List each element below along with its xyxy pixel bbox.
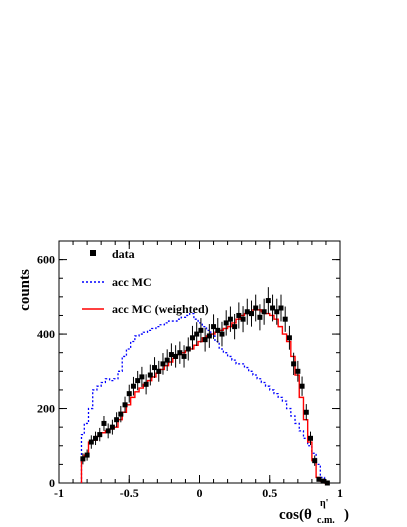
y-tick-label: 200: [37, 402, 55, 416]
legend-label-acc-mc: acc MC: [112, 275, 152, 289]
data-point: [122, 402, 128, 408]
data-point: [253, 305, 259, 311]
data-point: [236, 312, 242, 318]
data-point: [202, 337, 208, 343]
x-tick-label: 1: [337, 486, 343, 500]
acc-mc-weighted-series: [80, 309, 329, 484]
data-point: [240, 316, 246, 322]
data-point: [244, 309, 250, 315]
legend: data acc MC acc MC (weighted): [82, 247, 209, 316]
x-tick-label: -0.5: [120, 486, 139, 500]
data-point: [126, 391, 132, 397]
data-point: [257, 314, 263, 320]
data-point: [215, 327, 221, 333]
legend-marker-data: [90, 250, 96, 256]
x-axis-title-superscript: η': [320, 498, 329, 509]
data-point: [291, 361, 297, 367]
y-tick-label: 0: [49, 476, 55, 490]
data-point: [261, 309, 267, 315]
data-point: [307, 435, 313, 441]
data-point: [109, 424, 115, 430]
data-point: [101, 420, 107, 426]
data-point: [105, 428, 111, 434]
acc-mc-histogram-line: [80, 312, 330, 483]
x-tick-label: -1: [54, 486, 64, 500]
data-point: [185, 346, 191, 352]
data-point: [156, 368, 162, 374]
data-point: [198, 327, 204, 333]
data-point: [130, 383, 136, 389]
data-point: [160, 361, 166, 367]
acc-mc-series: [80, 312, 330, 483]
x-tick-label: 0: [197, 486, 203, 500]
data-point: [189, 335, 195, 341]
y-tick-label: 600: [37, 253, 55, 267]
data-point: [194, 331, 200, 337]
data-point: [88, 439, 94, 445]
data-point: [248, 311, 254, 317]
data-point: [84, 452, 90, 458]
data-point: [147, 372, 153, 378]
data-point: [135, 378, 141, 384]
data-point: [211, 324, 217, 330]
data-point: [303, 409, 309, 415]
x-axis-title: cos(θ η' c.m. ): [279, 498, 349, 526]
data-point: [114, 417, 120, 423]
data-point: [173, 353, 179, 359]
acc-mc-weighted-histogram-line: [80, 309, 329, 484]
data-point: [143, 381, 149, 387]
data-point: [93, 435, 99, 441]
data-point: [299, 383, 305, 389]
data-point: [219, 331, 225, 337]
data-point: [177, 350, 183, 356]
legend-label-data: data: [112, 247, 135, 261]
data-point: [181, 353, 187, 359]
data-point: [295, 368, 301, 374]
data-point: [97, 432, 103, 438]
data-point: [324, 480, 330, 486]
data-point: [320, 478, 326, 484]
data-point: [206, 333, 212, 339]
axis-ticks: -1 -0.5 0 0.5 1 0 200 400 600: [37, 240, 343, 500]
data-point: [168, 352, 174, 358]
data-point: [118, 411, 124, 417]
data-point: [278, 305, 284, 311]
data-point: [282, 316, 288, 322]
x-tick-label: 0.5: [262, 486, 277, 500]
data-point: [270, 305, 276, 311]
x-axis-title-close: ): [344, 507, 349, 523]
data-point: [80, 456, 86, 462]
data-point: [164, 357, 170, 363]
y-tick-label: 400: [37, 327, 55, 341]
data-point: [316, 476, 322, 482]
legend-label-acc-mc-weighted: acc MC (weighted): [112, 302, 209, 316]
y-axis-title: counts: [17, 269, 33, 311]
data-point: [152, 365, 158, 371]
data-point: [227, 316, 233, 322]
data-point: [312, 458, 318, 464]
data-point: [232, 324, 238, 330]
data-series: [80, 287, 330, 486]
data-point: [286, 335, 292, 341]
data-point: [223, 320, 229, 326]
data-point: [274, 309, 280, 315]
data-point: [139, 374, 145, 380]
x-axis-title-subscript: c.m.: [317, 515, 335, 526]
x-axis-title-base: cos(θ: [279, 507, 312, 523]
data-point: [265, 298, 271, 304]
